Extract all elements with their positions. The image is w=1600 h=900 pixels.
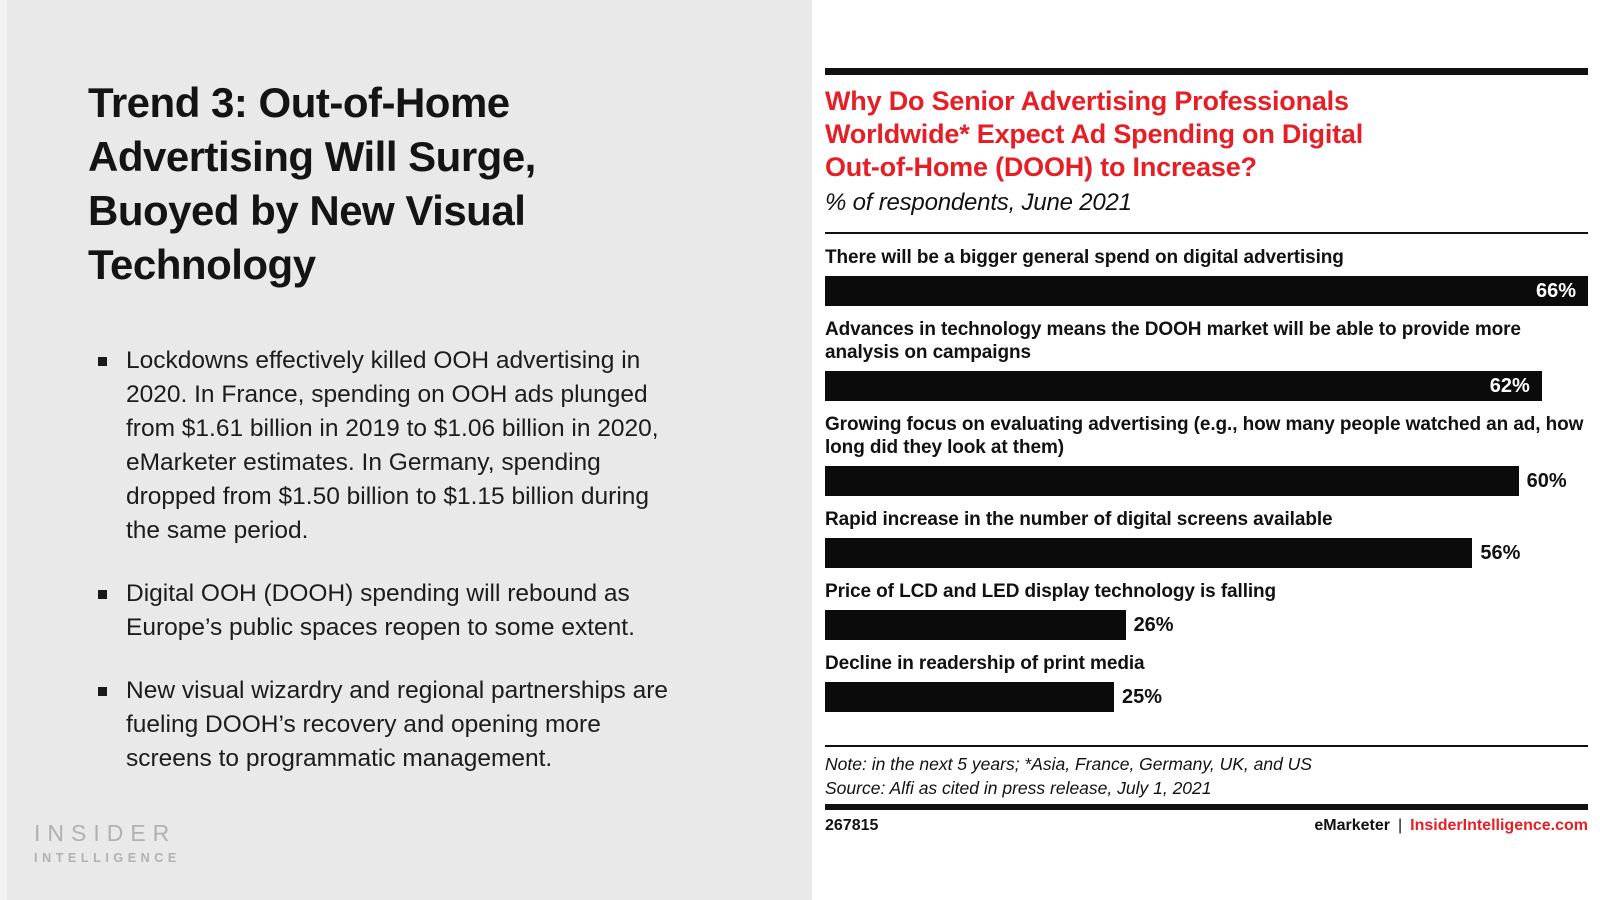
bullet-square-icon	[98, 357, 107, 366]
bar-category-label: Rapid increase in the number of digital …	[825, 509, 1333, 530]
note-block: Note: in the next 5 years; *Asia, France…	[825, 752, 1588, 800]
bar-fill: 66%	[825, 276, 1588, 306]
bar-value-label: 56%	[1480, 541, 1521, 564]
bar-row: 26%	[825, 610, 1588, 640]
bar-category-label: Advances in technology means the DOOH ma…	[825, 319, 1521, 363]
bar-value-label: 26%	[1133, 613, 1174, 636]
bar-value-label: 62%	[1489, 374, 1530, 397]
chart-source: Source: Alfi as cited in press release, …	[825, 778, 1212, 798]
chart-note: Note: in the next 5 years; *Asia, France…	[825, 754, 1312, 774]
left-content: Trend 3: Out-of-Home Advertising Will Su…	[88, 76, 718, 805]
bar-fill: 62%	[825, 371, 1542, 401]
logo-text-intelligence: INTELLIGENCE	[34, 851, 181, 865]
bullet-text: New visual wizardry and regional partner…	[126, 677, 668, 772]
page-title-line: Technology	[88, 241, 316, 288]
bar-row: 25%	[825, 682, 1588, 712]
brand-separator: |	[1398, 817, 1403, 834]
logo-text-insider: INSIDER	[34, 820, 177, 846]
bar-group: Price of LCD and LED display technology …	[825, 580, 1588, 640]
insider-intelligence-logo: INSIDER INTELLIGENCE	[34, 820, 181, 865]
insider-intelligence-link[interactable]: InsiderIntelligence.com	[1410, 817, 1588, 834]
bar-fill	[825, 466, 1519, 496]
bar-row: 62%	[825, 371, 1588, 401]
bar-category-label: There will be a bigger general spend on …	[825, 247, 1344, 268]
emarketer-brand: eMarketer	[1314, 817, 1391, 834]
bullet-list: Lockdowns effectively killed OOH adverti…	[88, 344, 688, 776]
bar-row: 60%	[825, 466, 1588, 496]
bullet-text: Digital OOH (DOOH) spending will rebound…	[126, 580, 635, 641]
brand-group: eMarketer | InsiderIntelligence.com	[1314, 817, 1588, 835]
chart-subtitle: % of respondents, June 2021	[825, 189, 1132, 216]
chart-title-line: Why Do Senior Advertising Professionals	[825, 86, 1349, 116]
chart-title-line: Out-of-Home (DOOH) to Increase?	[825, 152, 1257, 182]
chart-title: Why Do Senior Advertising Professionals …	[825, 85, 1588, 184]
bar-group: Rapid increase in the number of digital …	[825, 508, 1588, 568]
chart-title-line: Worldwide* Expect Ad Spending on Digital	[825, 119, 1364, 149]
page-title-line: Advertising Will Surge,	[88, 133, 536, 180]
bullet-square-icon	[98, 590, 107, 599]
bar-group: There will be a bigger general spend on …	[825, 246, 1588, 306]
bar-category-label: Growing focus on evaluating advertising …	[825, 414, 1584, 458]
bar-fill	[825, 538, 1473, 568]
bar-fill	[825, 682, 1114, 712]
bar-fill	[825, 610, 1126, 640]
list-item: Digital OOH (DOOH) spending will rebound…	[88, 577, 688, 645]
list-item: Lockdowns effectively killed OOH adverti…	[88, 344, 688, 548]
bar-group: Advances in technology means the DOOH ma…	[825, 318, 1588, 401]
header-rule	[825, 232, 1588, 234]
left-panel: Trend 3: Out-of-Home Advertising Will Su…	[0, 0, 812, 900]
bar-category-label: Decline in readership of print media	[825, 653, 1145, 674]
page-title-line: Trend 3: Out-of-Home	[88, 79, 510, 126]
top-rule	[825, 68, 1588, 75]
bar-category-label: Price of LCD and LED display technology …	[825, 581, 1277, 602]
chart-content: Why Do Senior Advertising Professionals …	[825, 0, 1588, 835]
bar-chart: There will be a bigger general spend on …	[825, 246, 1588, 712]
note-rule	[825, 745, 1588, 747]
bar-row: 66%	[825, 276, 1588, 306]
bar-group: Growing focus on evaluating advertising …	[825, 413, 1588, 496]
bar-value-label: 66%	[1535, 279, 1576, 302]
bar-value-label: 60%	[1526, 469, 1567, 492]
chart-id: 267815	[825, 817, 879, 834]
list-item: New visual wizardry and regional partner…	[88, 674, 688, 776]
page-title: Trend 3: Out-of-Home Advertising Will Su…	[88, 76, 718, 292]
bar-group: Decline in readership of print media 25%	[825, 652, 1588, 712]
bar-row: 56%	[825, 538, 1588, 568]
bar-value-label: 25%	[1122, 685, 1163, 708]
chart-panel: Why Do Senior Advertising Professionals …	[812, 0, 1600, 900]
chart-footer: 267815 eMarketer | InsiderIntelligence.com	[825, 817, 1588, 835]
page-title-line: Buoyed by New Visual	[88, 187, 526, 234]
bullet-square-icon	[98, 687, 107, 696]
bullet-text: Lockdowns effectively killed OOH adverti…	[126, 347, 659, 544]
slide-edge-strip	[0, 0, 7, 900]
bottom-rule	[825, 804, 1588, 810]
